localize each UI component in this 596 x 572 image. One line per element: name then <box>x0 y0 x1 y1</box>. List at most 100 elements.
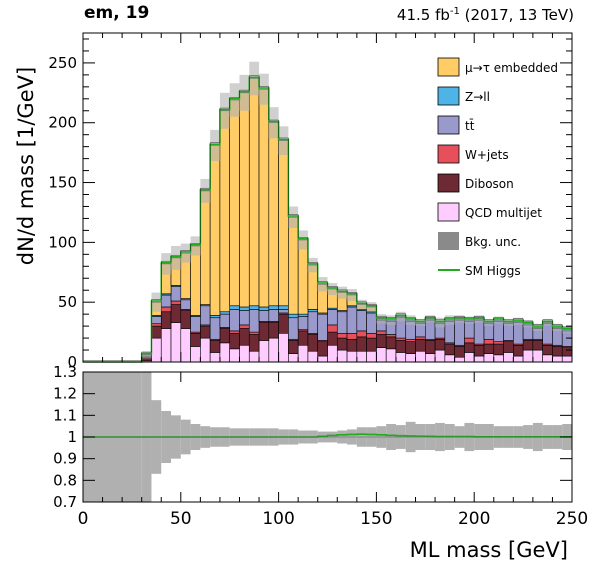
bar-embedded <box>190 245 201 316</box>
bar-diboson <box>552 346 563 357</box>
bar-ttbar <box>229 309 240 332</box>
uncertainty-band <box>513 317 524 325</box>
bar-ttbar <box>307 311 319 334</box>
bar-diboson <box>561 347 573 357</box>
bar-qcd <box>268 337 279 363</box>
uncertainty-band <box>435 317 445 328</box>
bar-embedded <box>248 78 260 307</box>
ratio-plot: 0.7 0.8 0.9 1 1.1 1.2 1.3 0 50 100 150 200 250 <box>53 363 588 529</box>
bar-diboson <box>248 334 260 352</box>
bar-ttbar <box>503 323 514 341</box>
x-tick-label: 150 <box>360 509 392 529</box>
bar-wjets <box>356 330 367 338</box>
bar-qcd <box>503 352 514 363</box>
main-plot: 0 50 100 150 200 250 <box>48 32 573 371</box>
bar-ttbar <box>268 309 279 322</box>
uncertainty-band <box>347 289 357 301</box>
bar-qcd <box>522 349 534 363</box>
bar-embedded <box>239 92 250 308</box>
sm-higgs-line <box>83 76 572 363</box>
bar-diboson <box>513 344 524 357</box>
bar-diboson <box>317 341 328 357</box>
bar-ttbar <box>288 317 299 340</box>
bar-qcd <box>219 342 230 363</box>
legend-swatch <box>437 115 460 135</box>
bar-diboson <box>160 311 172 329</box>
bar-wjets <box>160 306 172 313</box>
uncertainty-band <box>151 292 162 312</box>
ratio-y-tick-label: 0.9 <box>53 450 77 468</box>
bar-wjets <box>346 332 358 340</box>
bar-qcd <box>190 346 201 363</box>
legend-label: Bkg. unc. <box>465 235 521 249</box>
uncertainty-band <box>386 315 396 325</box>
x-tick-label: 0 <box>78 509 89 529</box>
uncertainty-band <box>493 316 504 324</box>
bar-ttbar <box>239 310 250 326</box>
bar-wjets <box>415 336 426 340</box>
bar-diboson <box>239 328 250 346</box>
bar-zll <box>268 305 279 310</box>
uncertainty-band <box>327 283 338 296</box>
bar-wjets <box>366 332 377 339</box>
bar-ttbar <box>464 321 475 339</box>
bar-embedded <box>268 122 279 307</box>
legend-swatch <box>438 232 459 250</box>
bar-diboson <box>493 343 504 356</box>
bar-ttbar <box>180 299 191 310</box>
bar-diboson <box>288 340 299 354</box>
bar-qcd <box>209 352 221 363</box>
bar-wjets <box>493 341 504 345</box>
bar-ttbar <box>336 311 348 334</box>
bar-wjets <box>376 330 387 335</box>
bar-qcd <box>424 353 436 363</box>
bar-ttbar <box>346 306 358 334</box>
legend-swatch <box>437 202 460 222</box>
bar-diboson <box>327 331 338 346</box>
bar-ttbar <box>454 319 465 346</box>
uncertainty-band <box>503 318 514 327</box>
bar-qcd <box>513 355 524 363</box>
uncertainty-band <box>229 83 240 117</box>
bar-qcd <box>493 354 504 363</box>
bar-qcd <box>160 328 172 363</box>
bar-ttbar <box>219 313 230 328</box>
bar-wjets <box>483 338 495 345</box>
bar-ttbar <box>424 319 436 340</box>
bar-ttbar <box>542 323 553 345</box>
bar-zll <box>239 306 250 311</box>
bar-diboson <box>268 322 279 339</box>
bar-ttbar <box>473 319 485 345</box>
bar-qcd <box>307 350 319 363</box>
legend-swatch <box>437 86 460 106</box>
bar-qcd <box>151 337 162 363</box>
bar-diboson <box>297 330 309 346</box>
bar-ttbar <box>327 309 338 326</box>
bar-zll <box>219 311 230 315</box>
bar-wjets <box>248 331 260 335</box>
bar-ttbar <box>209 317 221 340</box>
uncertainty-band <box>141 351 152 359</box>
uncertainty-band <box>337 286 348 299</box>
bar-qcd <box>561 355 573 363</box>
bar-qcd <box>434 349 446 363</box>
bar-qcd <box>366 350 377 363</box>
ratio-y-tick-label: 1.1 <box>53 406 77 424</box>
bar-qcd <box>483 353 495 363</box>
x-axis-label: ML mass [GeV] <box>409 538 568 562</box>
legend-label: SM Higgs <box>465 264 521 278</box>
bar-qcd <box>444 354 455 363</box>
bar-ttbar <box>151 316 162 325</box>
bar-diboson <box>336 337 348 351</box>
uncertainty-band <box>552 323 563 331</box>
bar-ttbar <box>513 322 524 345</box>
uncertainty-band <box>249 61 260 96</box>
bar-diboson <box>532 340 543 351</box>
y-tick-label: 50 <box>58 293 77 311</box>
uncertainty-band <box>239 74 250 111</box>
uncertainty-band <box>532 323 543 331</box>
uncertainty-band <box>161 253 172 275</box>
legend-label: tt̄ <box>465 119 475 133</box>
bar-ttbar <box>160 294 172 308</box>
